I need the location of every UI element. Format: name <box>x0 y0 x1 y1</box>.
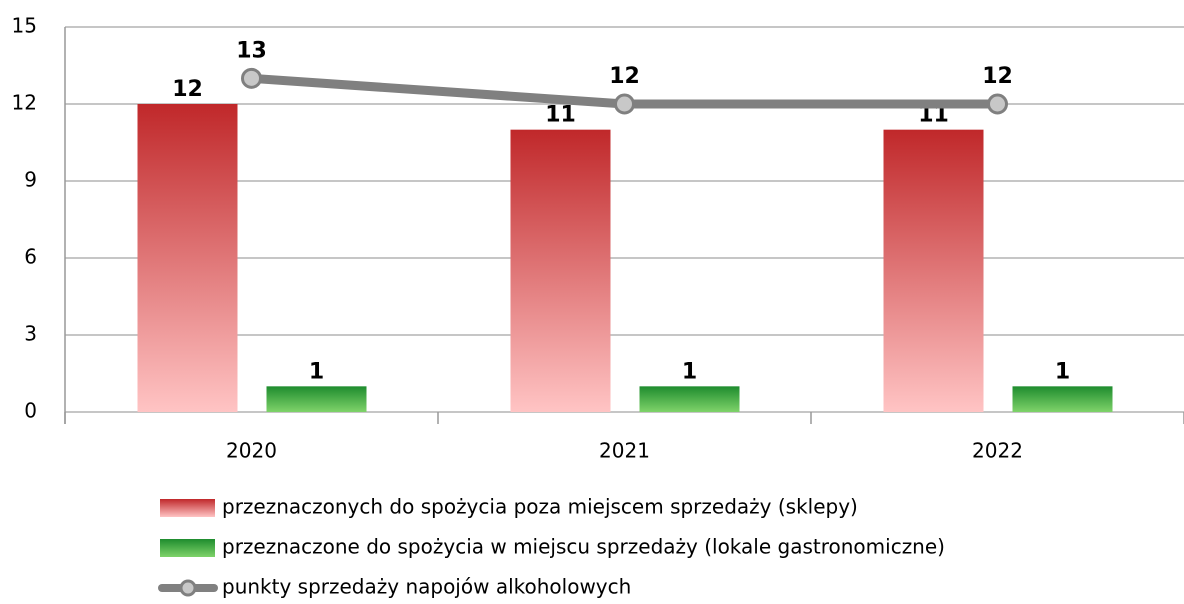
data-label: 12 <box>609 64 640 89</box>
y-tick-label: 15 <box>12 14 37 38</box>
data-label: 12 <box>172 77 203 102</box>
legend-label: punkty sprzedaży napojów alkoholowych <box>222 575 631 599</box>
y-tick-label: 9 <box>24 168 37 192</box>
legend-swatch <box>160 539 215 557</box>
bar <box>639 386 740 412</box>
bar <box>1012 386 1113 412</box>
point <box>614 93 635 115</box>
data-label: 13 <box>236 38 267 63</box>
legend-label: przeznaczone do spożycia w miejscu sprze… <box>222 535 945 559</box>
x-tick-label: 2021 <box>599 439 650 463</box>
x-tick-label: 2020 <box>226 439 277 463</box>
data-label: 1 <box>1055 359 1070 384</box>
point <box>987 93 1008 115</box>
bar <box>266 386 367 412</box>
point <box>241 67 262 89</box>
data-label: 12 <box>982 64 1013 89</box>
y-tick-label: 6 <box>24 245 37 269</box>
bar <box>137 104 238 412</box>
bar <box>510 129 611 412</box>
y-tick-label: 3 <box>24 322 37 346</box>
y-tick-label: 12 <box>12 91 37 115</box>
data-label: 11 <box>545 103 576 128</box>
legend-swatch <box>160 499 215 517</box>
legend-marker <box>179 579 197 597</box>
x-tick-label: 2022 <box>972 439 1023 463</box>
y-tick-label: 0 <box>24 399 37 423</box>
data-label: 1 <box>309 359 324 384</box>
data-label: 1 <box>682 359 697 384</box>
legend-label: przeznaczonych do spożycia poza miejscem… <box>222 495 858 519</box>
bar <box>883 129 984 412</box>
